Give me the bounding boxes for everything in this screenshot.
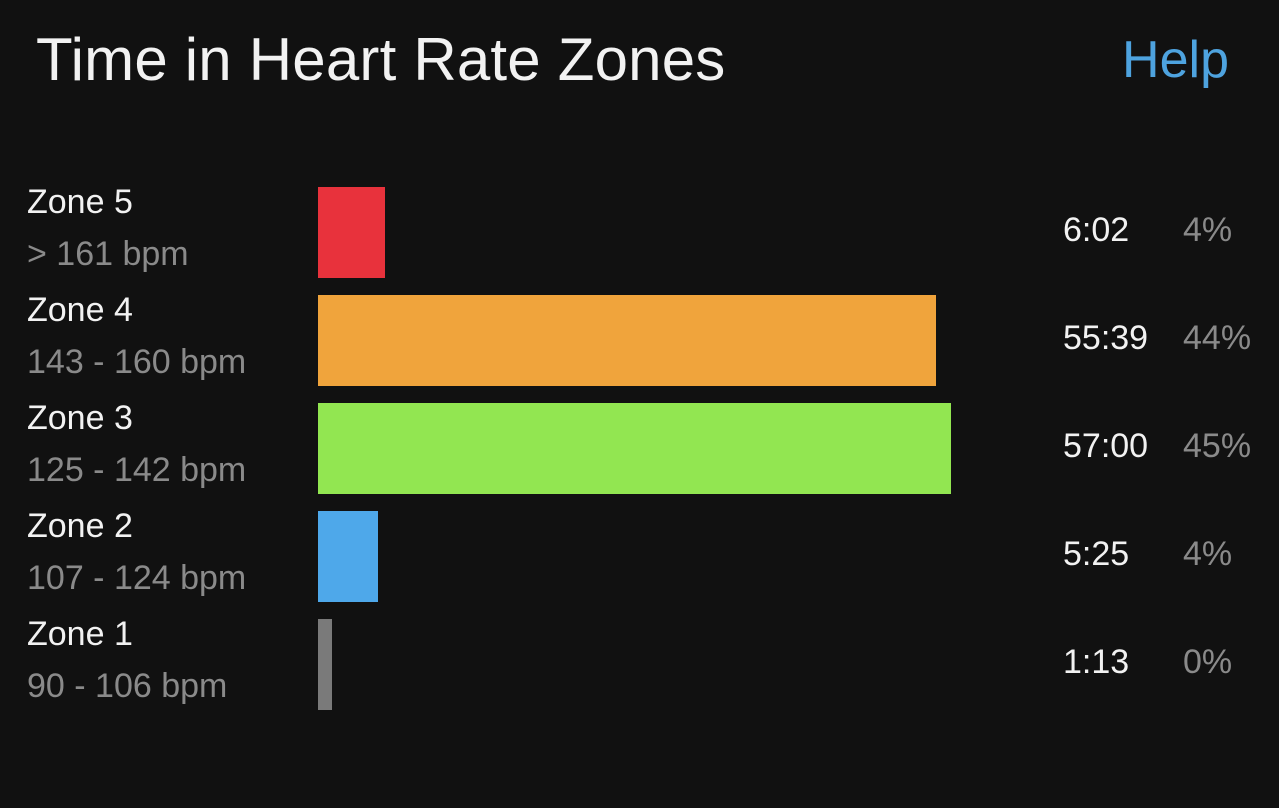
zone-range: 125 - 142 bpm — [27, 451, 247, 489]
zone-row-5: Zone 5 > 161 bpm 6:02 4% — [0, 178, 1279, 286]
zone-time: 6:02 — [1063, 211, 1130, 249]
help-link[interactable]: Help — [1122, 31, 1229, 89]
zone-percent: 45% — [1183, 427, 1252, 465]
zones-chart: Zone 5 > 161 bpm 6:02 4% Zone 4 143 - 16… — [0, 178, 1279, 718]
zone-time: 5:25 — [1063, 535, 1130, 573]
zone-name: Zone 2 — [27, 507, 133, 545]
zone-percent: 4% — [1183, 535, 1233, 573]
zone-bar — [318, 403, 951, 494]
bar-track — [318, 187, 1008, 278]
zone-name: Zone 5 — [27, 183, 133, 221]
zone-range: 90 - 106 bpm — [27, 667, 228, 705]
page-title: Time in Heart Rate Zones — [36, 26, 726, 93]
zone-range: 107 - 124 bpm — [27, 559, 247, 597]
zone-name: Zone 3 — [27, 399, 133, 437]
zone-row-2: Zone 2 107 - 124 bpm 5:25 4% — [0, 502, 1279, 610]
bar-track — [318, 511, 1008, 602]
zone-row-1: Zone 1 90 - 106 bpm 1:13 0% — [0, 610, 1279, 718]
zone-name: Zone 1 — [27, 615, 133, 653]
zone-bar — [318, 295, 936, 386]
bar-track — [318, 403, 1008, 494]
zone-time: 57:00 — [1063, 427, 1149, 465]
zone-name: Zone 4 — [27, 291, 133, 329]
bar-track — [318, 295, 1008, 386]
zone-bar — [318, 187, 385, 278]
bar-track — [318, 619, 1008, 710]
zone-time: 55:39 — [1063, 319, 1149, 357]
zone-row-4: Zone 4 143 - 160 bpm 55:39 44% — [0, 286, 1279, 394]
zone-bar — [318, 511, 378, 602]
zone-bar — [318, 619, 332, 710]
zone-time: 1:13 — [1063, 643, 1130, 681]
zone-percent: 44% — [1183, 319, 1252, 357]
zone-row-3: Zone 3 125 - 142 bpm 57:00 45% — [0, 394, 1279, 502]
zone-range: 143 - 160 bpm — [27, 343, 247, 381]
zone-percent: 0% — [1183, 643, 1233, 681]
zone-percent: 4% — [1183, 211, 1233, 249]
zone-range: > 161 bpm — [27, 235, 189, 273]
